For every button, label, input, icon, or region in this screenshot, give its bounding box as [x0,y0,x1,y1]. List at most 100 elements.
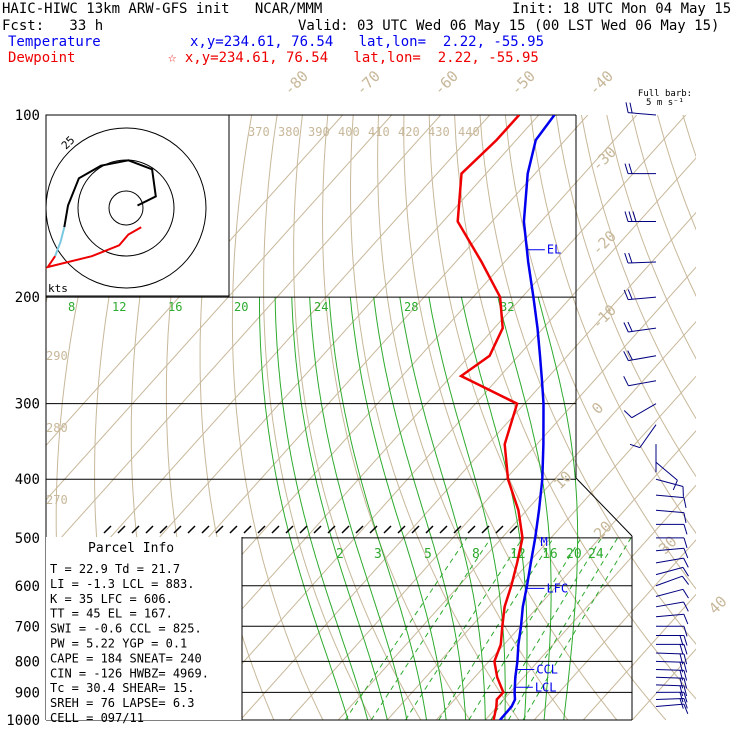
wind-barb [655,547,689,559]
barb-note-line2: 5 m s⁻¹ [646,98,684,108]
freezing-hatch [495,525,504,534]
wind-barb [655,635,688,646]
barb-stem [655,557,684,564]
wind-barb [623,321,657,333]
mixing-ratio-label-3: 3 [374,547,382,562]
hodograph-unit-label: kts [48,282,68,295]
parcel-row: SWI = -0.6 CCL = 825. [50,622,202,636]
mixing-ratio-label-8: 8 [472,547,480,562]
barb-flag [632,211,637,222]
barb-stem [639,424,657,448]
freezing-hatch [243,525,252,534]
isotherm-label--80: -80 [280,67,312,99]
parcel-box [46,537,242,720]
barb-stem [655,652,685,655]
barb-flag [623,351,629,361]
dry-adiabat-line [631,115,696,298]
dry-adiabat-line [321,115,471,720]
forecast-hour: Fcst: 33 h [2,18,104,34]
barb-flag [628,252,633,264]
mixing-ratio-line [490,537,602,720]
barb-flag [683,644,688,655]
hodograph-mid-trace [54,226,66,257]
dewpoint-legend: Dewpoint [8,50,76,66]
wind-barb [655,691,688,703]
mixing-ratio-label-20: 20 [566,547,582,562]
wind-barb [623,403,657,419]
dry-adiabat-line [377,115,569,720]
theta-label-270: 270 [46,493,68,507]
isotherm-line [484,484,696,720]
barb-flag [683,670,688,681]
theta-label-290: 290 [46,349,68,363]
mixing-ratio-label-16: 16 [542,547,558,562]
isotherm-label--20: -20 [588,227,620,259]
barb-flag [627,350,633,361]
hodograph-ring [45,127,207,289]
moist-adiabat-line [259,297,349,720]
isotherm-label--60: -60 [430,67,462,99]
dry-adiabat-line [293,115,422,720]
theta-e-label-16: 16 [168,300,182,314]
theta-label-410: 410 [368,125,390,139]
wind-barb [623,376,657,387]
barb-flag [628,163,633,174]
theta-label-440: 440 [458,125,480,139]
pressure-tick-600: 600 [15,579,40,595]
barb-flag [683,524,688,535]
wind-barb [624,252,657,264]
freezing-hatch [103,525,112,534]
freezing-hatch [299,525,308,534]
parcel-row: CIN = -126 HWBZ= 4969. [50,666,209,680]
dry-adiabat-line [580,115,696,420]
isotherm-label-10: 10 [550,467,576,493]
parcel-info: Parcel Info T = 22.9 Td = 21.7LI = -1.3 L… [46,537,243,725]
barb-note-line1: Full barb: [638,89,692,99]
barb-stem [655,566,684,576]
freezing-hatch [187,525,196,534]
barb-flag [625,102,629,113]
barb-flag [679,635,684,646]
wind-barb [655,676,688,689]
dry-adiabat-line [349,115,520,720]
marker-CCL: CCL [536,662,558,676]
wind-barb [623,289,657,301]
barb-flag [682,589,689,599]
barb-stem [627,261,657,264]
barb-flag [624,211,629,222]
barb-stem [655,613,684,618]
parcel-title: Parcel Info [88,541,174,556]
dry-adiabat-line [606,115,696,360]
barb-flag [683,497,687,508]
freezing-hatch [131,525,140,534]
theta-label-380: 380 [278,125,300,139]
isotherm-line [190,157,696,720]
freezing-hatch [145,525,154,534]
header: HAIC-HIWC 13km ARW-GFS init NCAR/MMM Ini… [0,0,740,70]
freezing-hatch [467,525,476,534]
freezing-hatch [215,525,224,534]
parcel-row: LI = -1.3 LCL = 883. [50,577,195,591]
barb-stem [655,575,683,587]
init-time: Init: 18 UTC Mon 04 May 15 [512,1,732,17]
dry-adiabat-line [504,115,696,590]
wind-barb [655,566,689,577]
barb-flag [683,685,688,697]
freezing-hatch [257,525,266,534]
barb-flag [683,692,688,703]
barb-stem [655,676,685,679]
theta-e-label-8: 8 [68,300,75,314]
pressure-tick-200: 200 [15,290,40,306]
isotherm-line [533,539,696,720]
parcel-row: CAPE = 184 SNEAT= 240 [50,651,202,665]
wind-barb [655,613,689,625]
wind-barb [655,537,688,549]
mixing-ratio-label-24: 24 [588,547,604,562]
marker-M: M [540,535,547,549]
wind-barb [655,643,688,655]
isotherm-label-30: 30 [655,532,681,558]
barb-stem [655,703,684,708]
valid-time: Valid: 03 UTC Wed 06 May 15 (00 LST Wed … [298,18,720,34]
parcel-row: CELL = 097/11 [50,711,144,725]
